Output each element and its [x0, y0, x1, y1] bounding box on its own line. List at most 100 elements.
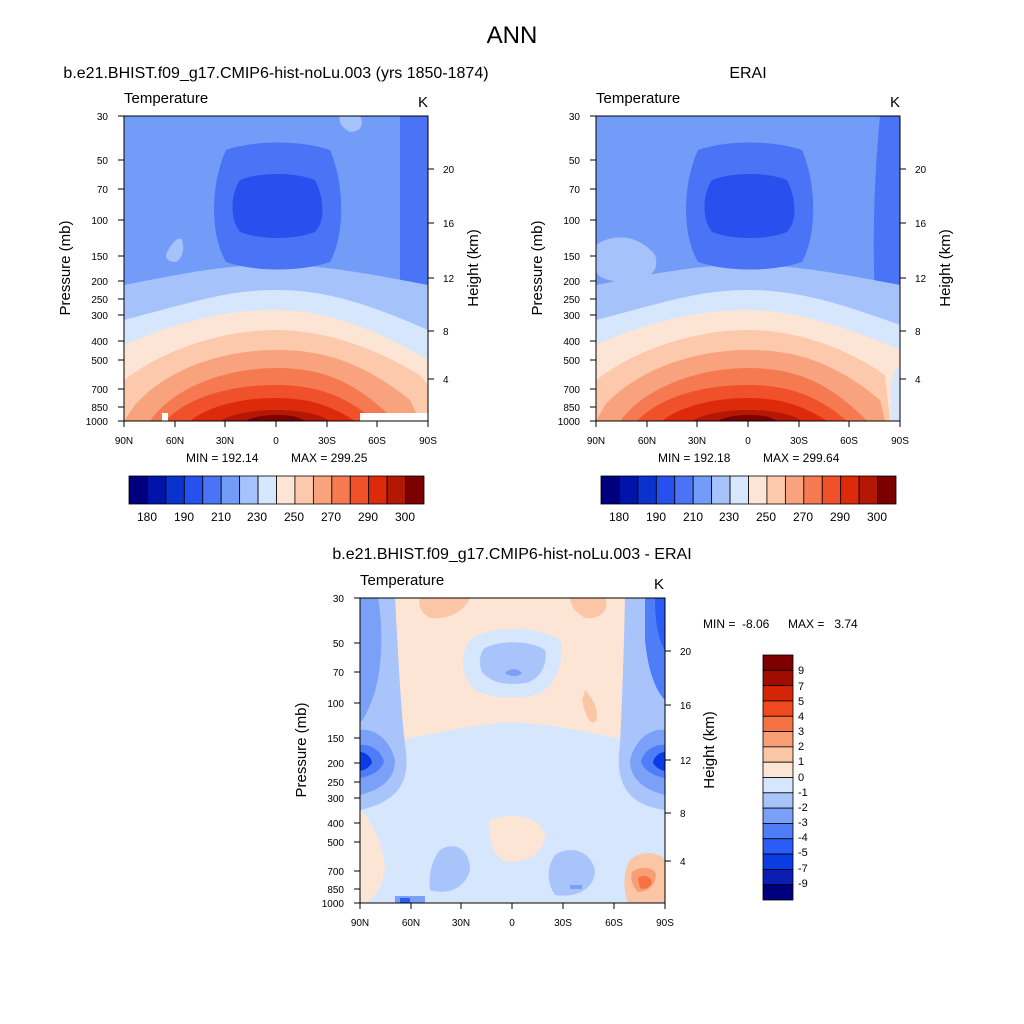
right-axis-label: Height (km)	[701, 711, 718, 789]
colorbar-label: -4	[798, 832, 808, 844]
colorbar-label: 300	[395, 510, 415, 524]
panel-obs-field	[596, 116, 900, 421]
colorbar-swatch	[877, 475, 897, 505]
min-label: MIN = 192.18	[658, 451, 731, 465]
right-axis-label: Height (km)	[937, 229, 954, 307]
colorbar-swatch	[147, 475, 167, 505]
y-tick-label: 50	[97, 156, 109, 167]
x-tick-label: 30N	[452, 918, 470, 929]
colorbar-swatch	[405, 475, 425, 505]
x-tick-label: 60N	[638, 436, 656, 447]
panel-obs-x-ticks: 90N 60N 30N 0 30S 60S 90S	[587, 436, 909, 447]
colorbar-label: 250	[756, 510, 776, 524]
panel-obs-colorbar	[600, 475, 897, 505]
panel-obs-title: ERAI	[729, 65, 766, 82]
y-tick-label: 30	[333, 594, 345, 605]
panel-diff-x-ticks: 90N 60N 30N 0 30S 60S 90S	[351, 918, 674, 929]
colorbar-swatch	[762, 838, 794, 855]
y-tick-label: 50	[333, 639, 345, 650]
panel-obs-colorbar-labels: 180 190 210 230 250 270 290 300	[609, 510, 887, 524]
colorbar-label: -3	[798, 817, 808, 829]
height-tick-label: 12	[915, 274, 927, 285]
colorbar-swatch	[729, 475, 749, 505]
max-label: MAX = 299.25	[291, 451, 368, 465]
colorbar-label: -5	[798, 847, 808, 859]
colorbar-swatch	[840, 475, 860, 505]
y-axis-label: Pressure (mb)	[57, 220, 74, 315]
y-tick-label: 70	[569, 185, 581, 196]
x-tick-label: 0	[509, 918, 515, 929]
colorbar-swatch	[386, 475, 406, 505]
colorbar-label: -7	[798, 863, 808, 875]
colorbar-label: 230	[247, 510, 267, 524]
colorbar-label: 230	[719, 510, 739, 524]
colorbar-label: 270	[793, 510, 813, 524]
right-axis-label: Height (km)	[465, 229, 482, 307]
colorbar-label: 210	[211, 510, 231, 524]
panel-diff-colorbar-labels: 9 7 5 4 3 2 1 0 -1 -2 -3 -4 -5 -7 -9	[798, 665, 808, 890]
height-tick-label: 16	[680, 701, 692, 712]
panel-diff-colorbar	[762, 654, 794, 901]
height-tick-label: 4	[680, 857, 686, 868]
colorbar-label: 250	[284, 510, 304, 524]
colorbar-swatch	[220, 475, 241, 505]
colorbar-label: 3	[798, 726, 804, 738]
x-tick-label: 90S	[656, 918, 674, 929]
x-tick-label: 0	[745, 436, 751, 447]
y-tick-label: 200	[563, 277, 580, 288]
height-tick-label: 16	[443, 219, 455, 230]
colorbar-label: 0	[798, 772, 804, 784]
panel-diff-right-ticks: 20 16 12 8 4	[680, 647, 692, 868]
y-tick-label: 50	[569, 156, 581, 167]
colorbar-swatch	[331, 475, 351, 505]
colorbar-swatch	[600, 475, 620, 505]
panel-diff-variable: Temperature	[360, 572, 444, 589]
panel-obs-right-ticks: 20 16 12 8 4	[915, 165, 927, 386]
colorbar-swatch	[257, 475, 277, 505]
panel-model-y-ticks: 30 50 70 100 150 200 250 300 400 500 700…	[86, 112, 109, 428]
y-tick-label: 150	[563, 252, 580, 263]
max-label: MAX = 3.74	[788, 617, 858, 631]
colorbar-swatch	[294, 475, 314, 505]
y-tick-label: 700	[327, 867, 344, 878]
y-tick-label: 700	[563, 385, 580, 396]
colorbar-swatch	[762, 807, 794, 824]
y-tick-label: 250	[327, 778, 344, 789]
y-tick-label: 500	[327, 838, 344, 849]
colorbar-swatch	[762, 868, 794, 886]
colorbar-swatch	[762, 884, 794, 901]
y-tick-label: 300	[563, 311, 580, 322]
y-axis-label: Pressure (mb)	[293, 702, 310, 797]
panel-diff-field	[360, 598, 665, 903]
panel-model-variable: Temperature	[124, 90, 208, 107]
x-tick-label: 90N	[351, 918, 369, 929]
colorbar-swatch	[276, 475, 296, 505]
panel-model-units: K	[418, 94, 428, 111]
colorbar-swatch	[674, 475, 694, 505]
colorbar-swatch	[349, 475, 370, 505]
colorbar-swatch	[202, 475, 222, 505]
y-tick-label: 70	[97, 185, 109, 196]
panel-model-colorbar-labels: 180 190 210 230 250 270 290 300	[137, 510, 415, 524]
colorbar-swatch	[762, 669, 794, 687]
x-tick-label: 30S	[318, 436, 336, 447]
panel-diff-units: K	[654, 576, 664, 593]
colorbar-label: 180	[609, 510, 629, 524]
colorbar-swatch	[762, 731, 794, 748]
y-tick-label: 200	[327, 759, 344, 770]
y-tick-label: 100	[563, 216, 580, 227]
panel-diff: b.e21.BHIST.f09_g17.CMIP6-hist-noLu.003 …	[293, 546, 858, 929]
colorbar-label: 270	[321, 510, 341, 524]
colorbar-swatch	[711, 475, 731, 505]
x-tick-label: 90N	[115, 436, 133, 447]
colorbar-swatch	[762, 761, 794, 778]
y-tick-label: 250	[563, 295, 580, 306]
panel-diff-title: b.e21.BHIST.f09_g17.CMIP6-hist-noLu.003 …	[332, 546, 691, 563]
y-tick-label: 30	[97, 112, 109, 123]
colorbar-swatch	[803, 475, 823, 505]
colorbar-swatch	[762, 700, 794, 717]
colorbar-swatch	[619, 475, 639, 505]
y-tick-label: 30	[569, 112, 581, 123]
x-tick-label: 0	[273, 436, 279, 447]
